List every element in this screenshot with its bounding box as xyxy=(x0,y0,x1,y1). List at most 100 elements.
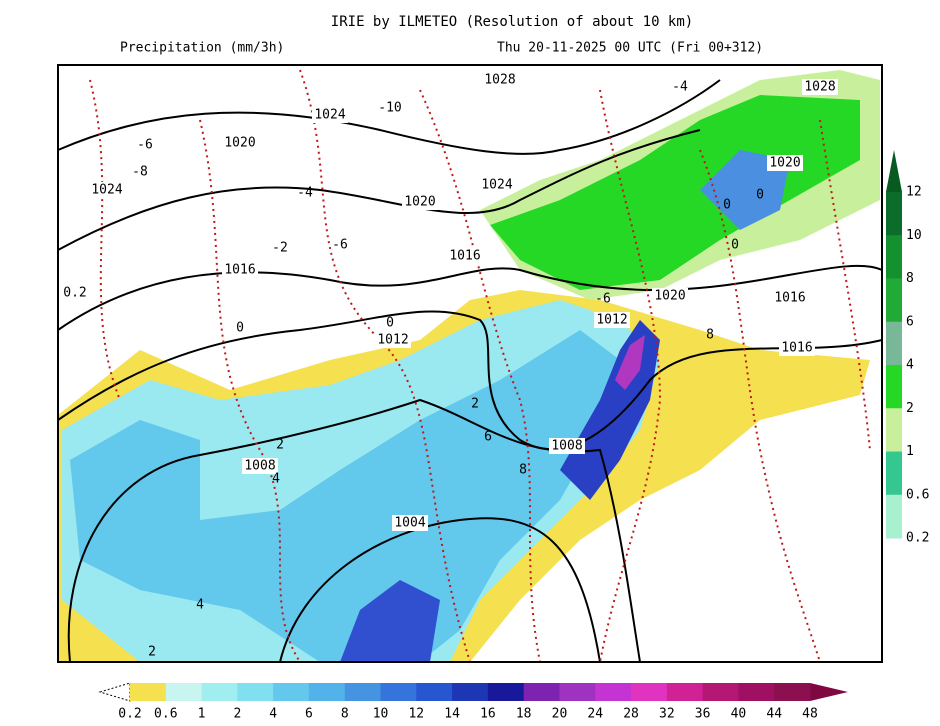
isotherm-label: -4 xyxy=(672,80,688,95)
isotherm-label: 0 xyxy=(731,238,739,253)
isotherm-label: 2 xyxy=(276,438,284,453)
colorbar-label: 28 xyxy=(623,707,639,722)
side-colorbar-segment xyxy=(886,451,902,496)
isotherm-label: -4 xyxy=(297,186,313,201)
isobar-label: 1016 xyxy=(449,249,480,264)
colorbar-segment xyxy=(416,683,453,701)
isotherm-label: 0 xyxy=(756,188,764,203)
isotherm-label: 0 xyxy=(723,198,731,213)
side-colorbar-upper-end xyxy=(886,150,902,192)
isotherm-label: -6 xyxy=(137,138,153,153)
side-colorbar-segment xyxy=(886,321,902,366)
isobar-label: 1004 xyxy=(394,516,425,531)
isotherm-label: 8 xyxy=(706,328,714,343)
isobar-label: 1020 xyxy=(224,136,255,151)
isobar-label: 1008 xyxy=(551,439,582,454)
colorbar-segment xyxy=(666,683,704,701)
label-background xyxy=(312,107,348,123)
isobar-label: 1016 xyxy=(774,291,805,306)
colorbar-segment xyxy=(344,683,382,701)
label-background xyxy=(392,515,428,531)
label-background xyxy=(802,79,838,95)
precip-snow xyxy=(490,95,860,290)
side-colorbar-label: 8 xyxy=(906,271,914,286)
colorbar-segment xyxy=(201,683,238,701)
side-colorbar-segment xyxy=(886,365,902,409)
colorbar-segment xyxy=(595,683,632,701)
label-background xyxy=(479,177,515,193)
colorbar-segment xyxy=(237,683,274,701)
isotherm-label: 0 xyxy=(236,321,244,336)
colorbar-label: 44 xyxy=(766,707,782,722)
side-colorbar-label: 12 xyxy=(906,185,922,200)
colorbar-label: 0.6 xyxy=(154,707,177,722)
isotherm-label: 4 xyxy=(196,598,204,613)
label-background xyxy=(89,182,125,198)
isotherm-label: 2 xyxy=(471,397,479,412)
colorbar-segment xyxy=(523,683,560,701)
colorbar-lower-end xyxy=(98,682,131,702)
colorbar-label: 6 xyxy=(305,707,313,722)
isobar-label: 1020 xyxy=(769,156,800,171)
side-colorbar-label: 2 xyxy=(906,401,914,416)
label-background xyxy=(594,312,630,328)
label-background xyxy=(482,72,518,88)
label-background xyxy=(549,438,585,454)
isotherm-label: -2 xyxy=(272,241,288,256)
label-background xyxy=(402,194,438,210)
precip-heavy xyxy=(70,330,620,662)
isobar-label: 1028 xyxy=(484,73,515,88)
colorbar-label: 14 xyxy=(444,707,460,722)
isotherms xyxy=(89,69,871,663)
precip-extreme xyxy=(615,335,645,390)
colorbar-segment xyxy=(738,683,775,701)
colorbar-segment xyxy=(702,683,739,701)
colorbar-label: 2 xyxy=(233,707,241,722)
isobar-label: 1012 xyxy=(596,313,627,328)
side-colorbar-segment xyxy=(886,192,902,236)
colorbar-label: 24 xyxy=(587,707,603,722)
colorbar-segment xyxy=(308,683,346,701)
isobar-label: 1020 xyxy=(654,289,685,304)
label-background xyxy=(772,290,808,306)
side-colorbar-segment xyxy=(886,278,902,323)
colorbar-label: 4 xyxy=(269,707,277,722)
side-colorbar-segment xyxy=(886,494,902,539)
isobar-label: 1024 xyxy=(91,183,122,198)
label-background xyxy=(779,340,815,356)
colorbar-label: 32 xyxy=(659,707,675,722)
colorbar-label: 16 xyxy=(480,707,496,722)
side-colorbar-segment xyxy=(886,408,902,452)
side-colorbar-label: 1 xyxy=(906,444,914,459)
label-background xyxy=(222,262,258,278)
map-frame xyxy=(57,64,883,663)
colorbar-upper-end xyxy=(810,683,848,701)
label-background xyxy=(242,458,278,474)
colorbar-segment xyxy=(631,683,668,701)
colorbar-segment xyxy=(452,683,489,701)
colorbar-label: 0.2 xyxy=(118,707,141,722)
colorbar-label: 8 xyxy=(341,707,349,722)
side-colorbar-label: 10 xyxy=(906,228,922,243)
precip-core xyxy=(340,580,440,662)
variable-label: Precipitation (mm/3h) xyxy=(120,41,284,56)
isobar-label: 1008 xyxy=(244,459,275,474)
colorbar-segment xyxy=(559,683,596,701)
colorbar-label: 48 xyxy=(802,707,818,722)
isotherm-label: 8 xyxy=(519,463,527,478)
isobar-label: 1024 xyxy=(314,108,345,123)
label-background xyxy=(222,135,258,151)
isotherm-label: -8 xyxy=(132,165,148,180)
isobar-label: 1016 xyxy=(224,263,255,278)
colorbar-label: 20 xyxy=(552,707,568,722)
label-background xyxy=(447,248,483,264)
colorbar-segment xyxy=(487,683,525,701)
isobar-label: 1024 xyxy=(481,178,512,193)
isotherm-label: -6 xyxy=(595,292,611,307)
isobar-label: 1012 xyxy=(377,333,408,348)
map-area xyxy=(57,64,883,663)
colorbar-segment xyxy=(165,683,203,701)
side-colorbar: 12 10 8 6 4 2 1 0.6 0.2 xyxy=(886,150,929,546)
contour-labels: 1028 1028 1024 1024 1024 1020 1020 1020 1020 1016… xyxy=(63,72,838,660)
isotherm-label: 0.2 xyxy=(63,286,86,301)
